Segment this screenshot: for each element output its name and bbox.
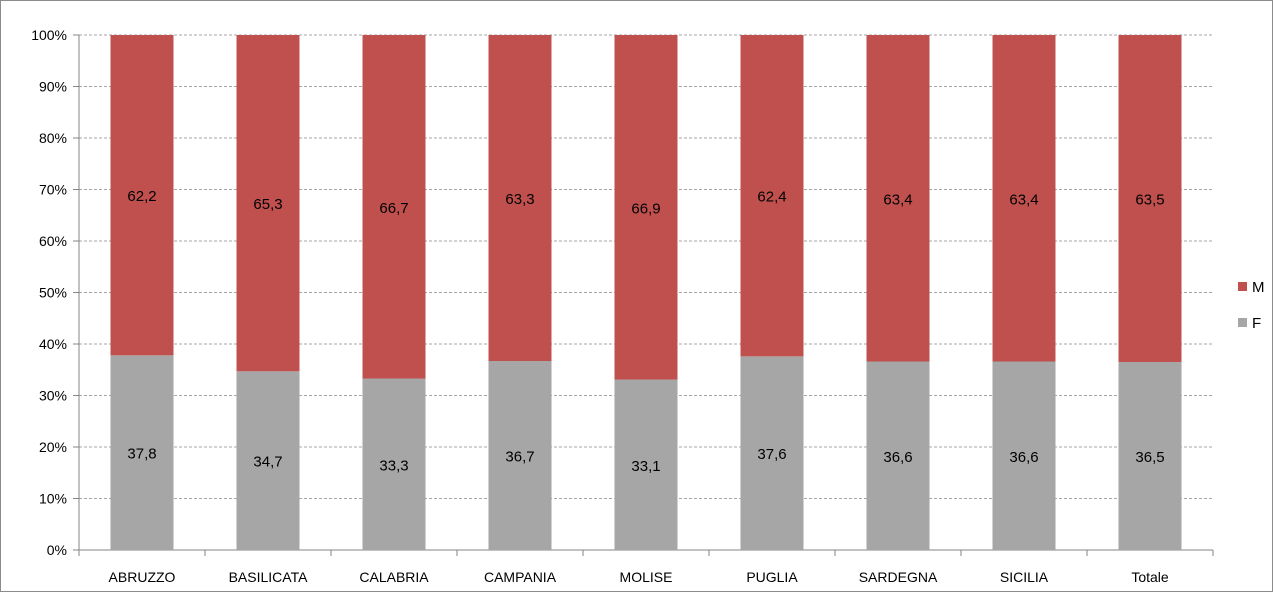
data-label: 37,6	[757, 446, 786, 463]
y-tick-label: 40%	[39, 336, 67, 352]
bar-m	[110, 35, 174, 356]
x-tick-label: MOLISE	[620, 569, 673, 585]
x-tick-label: Totale	[1131, 569, 1169, 585]
bar-f	[236, 371, 300, 550]
legend-swatch-m	[1238, 282, 1247, 291]
y-tick-label: 80%	[39, 130, 67, 146]
data-label: 36,6	[1009, 449, 1038, 466]
x-tick-label: PUGLIA	[746, 569, 798, 585]
bar-m	[236, 35, 300, 372]
y-tick-label: 70%	[39, 182, 67, 198]
bar-f	[866, 361, 930, 550]
data-label: 36,5	[1135, 449, 1164, 466]
bar-m	[1118, 35, 1182, 363]
data-label: 34,7	[253, 454, 282, 471]
data-label: 36,6	[883, 449, 912, 466]
bar-m	[740, 35, 804, 357]
legend-label-m: M	[1252, 279, 1265, 296]
y-tick-label: 50%	[39, 285, 67, 301]
bar-m	[992, 35, 1056, 362]
bar-m	[488, 35, 552, 361]
data-label: 62,4	[757, 189, 786, 206]
bar-f	[740, 356, 804, 550]
data-label: 33,3	[379, 457, 408, 474]
bar-f	[614, 379, 678, 550]
y-tick-label: 60%	[39, 233, 67, 249]
data-label: 33,1	[631, 458, 660, 475]
y-tick-label: 10%	[39, 491, 67, 507]
x-tick-label: ABRUZZO	[109, 569, 176, 585]
x-tick-label: BASILICATA	[229, 569, 309, 585]
bar-f	[362, 378, 426, 550]
legend-swatch-f	[1238, 318, 1247, 327]
data-label: 63,5	[1135, 192, 1164, 209]
data-label: 63,3	[505, 191, 534, 208]
x-tick-label: CAMPANIA	[484, 569, 557, 585]
data-label: 65,3	[253, 196, 282, 213]
bar-m	[866, 35, 930, 362]
data-label: 66,9	[631, 200, 660, 217]
x-tick-label: CALABRIA	[359, 569, 429, 585]
data-label: 63,4	[883, 191, 912, 208]
data-label: 37,8	[127, 446, 156, 463]
x-tick-label: SARDEGNA	[859, 569, 938, 585]
data-label: 63,4	[1009, 191, 1038, 208]
y-tick-label: 100%	[31, 27, 67, 43]
bar-f	[992, 361, 1056, 550]
y-tick-label: 20%	[39, 439, 67, 455]
x-tick-label: SICILIA	[1000, 569, 1049, 585]
data-label: 36,7	[505, 448, 534, 465]
bar-f	[1118, 362, 1182, 550]
y-tick-label: 90%	[39, 79, 67, 95]
y-tick-label: 0%	[47, 542, 67, 558]
y-tick-label: 30%	[39, 388, 67, 404]
bar-f	[488, 360, 552, 550]
bar-m	[614, 35, 678, 380]
data-label: 66,7	[379, 200, 408, 217]
bar-m	[362, 35, 426, 379]
legend-label-f: F	[1252, 315, 1261, 332]
data-label: 62,2	[127, 188, 156, 205]
bar-f	[110, 355, 174, 550]
